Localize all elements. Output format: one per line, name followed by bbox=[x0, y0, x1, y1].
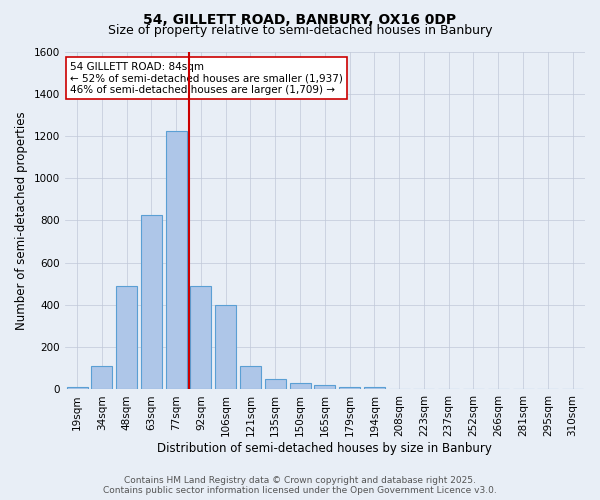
Bar bbox=[215, 305, 236, 390]
Bar bbox=[141, 215, 162, 390]
Bar bbox=[290, 383, 311, 390]
Bar bbox=[116, 286, 137, 390]
Text: 54, GILLETT ROAD, BANBURY, OX16 0DP: 54, GILLETT ROAD, BANBURY, OX16 0DP bbox=[143, 12, 457, 26]
Y-axis label: Number of semi-detached properties: Number of semi-detached properties bbox=[15, 111, 28, 330]
Bar bbox=[314, 385, 335, 390]
Text: Contains HM Land Registry data © Crown copyright and database right 2025.
Contai: Contains HM Land Registry data © Crown c… bbox=[103, 476, 497, 495]
Bar bbox=[91, 366, 112, 390]
Bar bbox=[166, 130, 187, 390]
Bar bbox=[67, 388, 88, 390]
Bar bbox=[240, 366, 261, 390]
Bar bbox=[339, 387, 360, 390]
Bar bbox=[190, 286, 211, 390]
Bar bbox=[364, 388, 385, 390]
Text: 54 GILLETT ROAD: 84sqm
← 52% of semi-detached houses are smaller (1,937)
46% of : 54 GILLETT ROAD: 84sqm ← 52% of semi-det… bbox=[70, 62, 343, 95]
Text: Size of property relative to semi-detached houses in Banbury: Size of property relative to semi-detach… bbox=[108, 24, 492, 37]
X-axis label: Distribution of semi-detached houses by size in Banbury: Distribution of semi-detached houses by … bbox=[157, 442, 492, 455]
Bar bbox=[265, 380, 286, 390]
